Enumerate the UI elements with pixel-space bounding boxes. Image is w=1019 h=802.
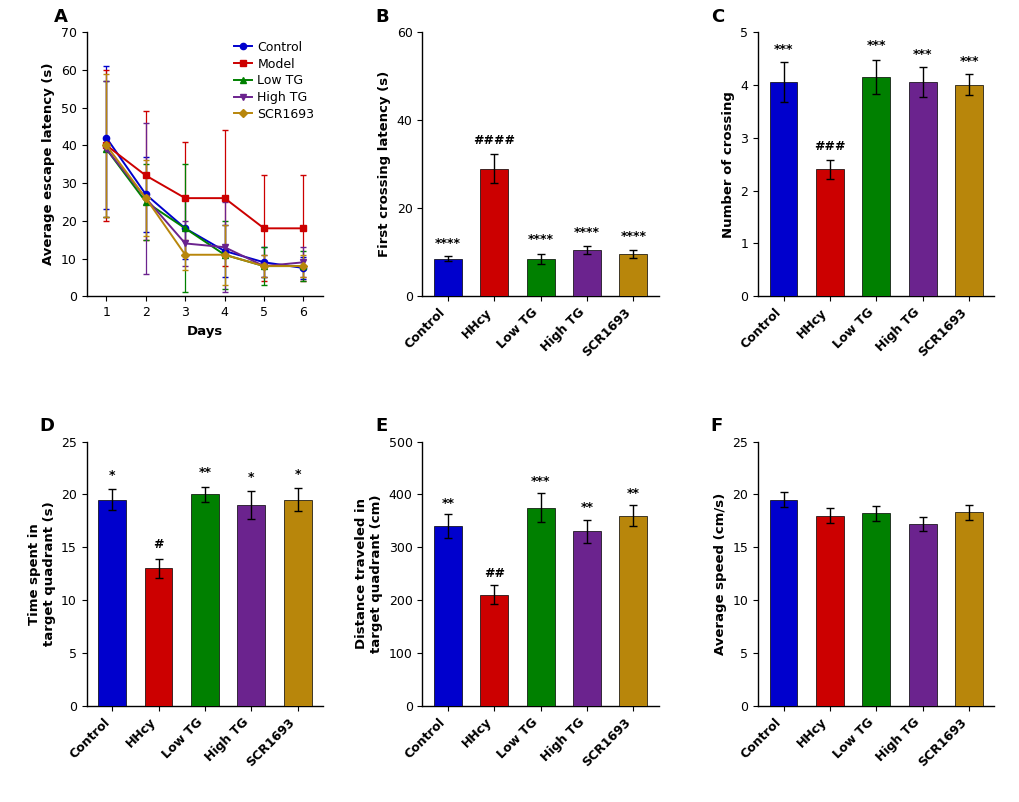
X-axis label: Days: Days xyxy=(186,325,223,338)
Text: F: F xyxy=(710,417,722,435)
Text: A: A xyxy=(54,7,67,26)
Bar xyxy=(237,505,265,706)
Text: **: ** xyxy=(627,487,639,500)
Bar xyxy=(619,254,647,296)
Y-axis label: Average speed (cm/s): Average speed (cm/s) xyxy=(713,492,727,654)
Y-axis label: Distance traveled in
target quadrant (cm): Distance traveled in target quadrant (cm… xyxy=(355,494,383,653)
Bar xyxy=(861,513,890,706)
Text: ###: ### xyxy=(813,140,845,152)
Y-axis label: First crossing latency (s): First crossing latency (s) xyxy=(378,71,391,257)
Bar xyxy=(954,512,982,706)
Bar xyxy=(526,259,554,296)
Text: **: ** xyxy=(441,497,453,510)
Y-axis label: Number of crossing: Number of crossing xyxy=(721,91,734,237)
Bar xyxy=(573,532,600,706)
Bar xyxy=(433,259,462,296)
Y-axis label: Average escape latency (s): Average escape latency (s) xyxy=(43,63,55,265)
Text: ****: **** xyxy=(434,237,461,250)
Text: ***: *** xyxy=(912,48,931,61)
Bar xyxy=(526,508,554,706)
Bar xyxy=(908,83,935,296)
Text: ***: *** xyxy=(958,55,978,68)
Text: D: D xyxy=(40,417,54,435)
Bar xyxy=(145,569,172,706)
Bar xyxy=(191,494,219,706)
Bar xyxy=(480,595,507,706)
Bar xyxy=(619,516,647,706)
Bar xyxy=(769,500,797,706)
Text: B: B xyxy=(375,7,388,26)
Y-axis label: Time spent in
target quadrant (s): Time spent in target quadrant (s) xyxy=(28,501,55,646)
Text: *: * xyxy=(248,471,255,484)
Text: ***: *** xyxy=(773,43,793,56)
Text: ***: *** xyxy=(866,39,886,52)
Bar xyxy=(908,524,935,706)
Bar xyxy=(769,83,797,296)
Text: C: C xyxy=(710,7,723,26)
Text: *: * xyxy=(109,468,115,482)
Bar xyxy=(433,526,462,706)
Text: E: E xyxy=(375,417,387,435)
Bar xyxy=(283,500,311,706)
Bar xyxy=(954,85,982,296)
Text: ##: ## xyxy=(483,567,504,580)
Text: ****: **** xyxy=(620,230,646,244)
Text: ****: **** xyxy=(574,226,599,239)
Text: **: ** xyxy=(580,501,593,515)
Text: ****: **** xyxy=(527,233,553,245)
Text: *: * xyxy=(294,468,301,480)
Text: ####: #### xyxy=(473,134,515,147)
Bar xyxy=(815,169,843,296)
Bar xyxy=(98,500,126,706)
Bar xyxy=(480,168,507,296)
Bar xyxy=(573,250,600,296)
Bar xyxy=(815,516,843,706)
Bar xyxy=(861,77,890,296)
Text: #: # xyxy=(153,538,164,552)
Text: **: ** xyxy=(199,465,211,479)
Legend: Control, Model, Low TG, High TG, SCR1693: Control, Model, Low TG, High TG, SCR1693 xyxy=(231,38,317,124)
Text: ***: *** xyxy=(530,475,550,488)
